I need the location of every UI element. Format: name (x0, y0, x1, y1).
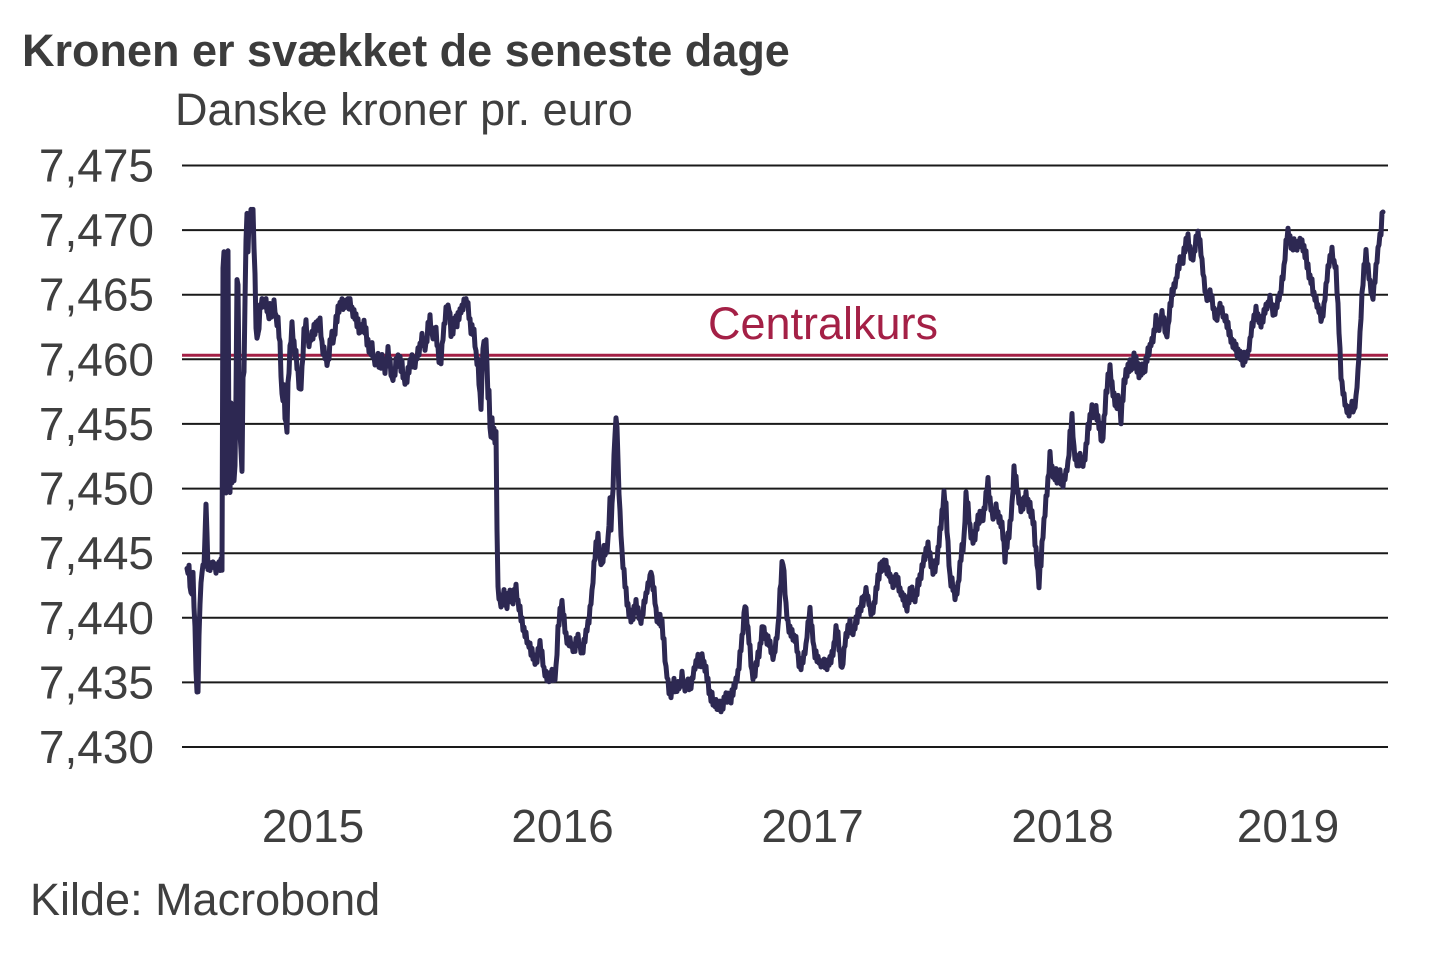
svg-text:7,450: 7,450 (39, 463, 154, 515)
svg-text:2019: 2019 (1237, 800, 1339, 852)
svg-text:7,435: 7,435 (39, 656, 154, 708)
svg-text:7,465: 7,465 (39, 269, 154, 321)
svg-text:7,455: 7,455 (39, 398, 154, 450)
svg-text:7,445: 7,445 (39, 527, 154, 579)
svg-text:7,440: 7,440 (39, 592, 154, 644)
svg-text:2016: 2016 (511, 800, 613, 852)
svg-text:2018: 2018 (1011, 800, 1113, 852)
svg-text:7,430: 7,430 (39, 721, 154, 773)
svg-text:Kilde: Macrobond: Kilde: Macrobond (30, 874, 380, 925)
svg-text:7,470: 7,470 (39, 204, 154, 256)
svg-text:Danske kroner pr. euro: Danske kroner pr. euro (175, 84, 633, 135)
svg-text:Kronen er svækket de seneste d: Kronen er svækket de seneste dage (22, 25, 790, 76)
svg-text:2015: 2015 (262, 800, 364, 852)
svg-text:Centralkurs: Centralkurs (708, 298, 938, 349)
svg-text:7,460: 7,460 (39, 333, 154, 385)
svg-text:2017: 2017 (761, 800, 863, 852)
svg-text:7,475: 7,475 (39, 140, 154, 192)
